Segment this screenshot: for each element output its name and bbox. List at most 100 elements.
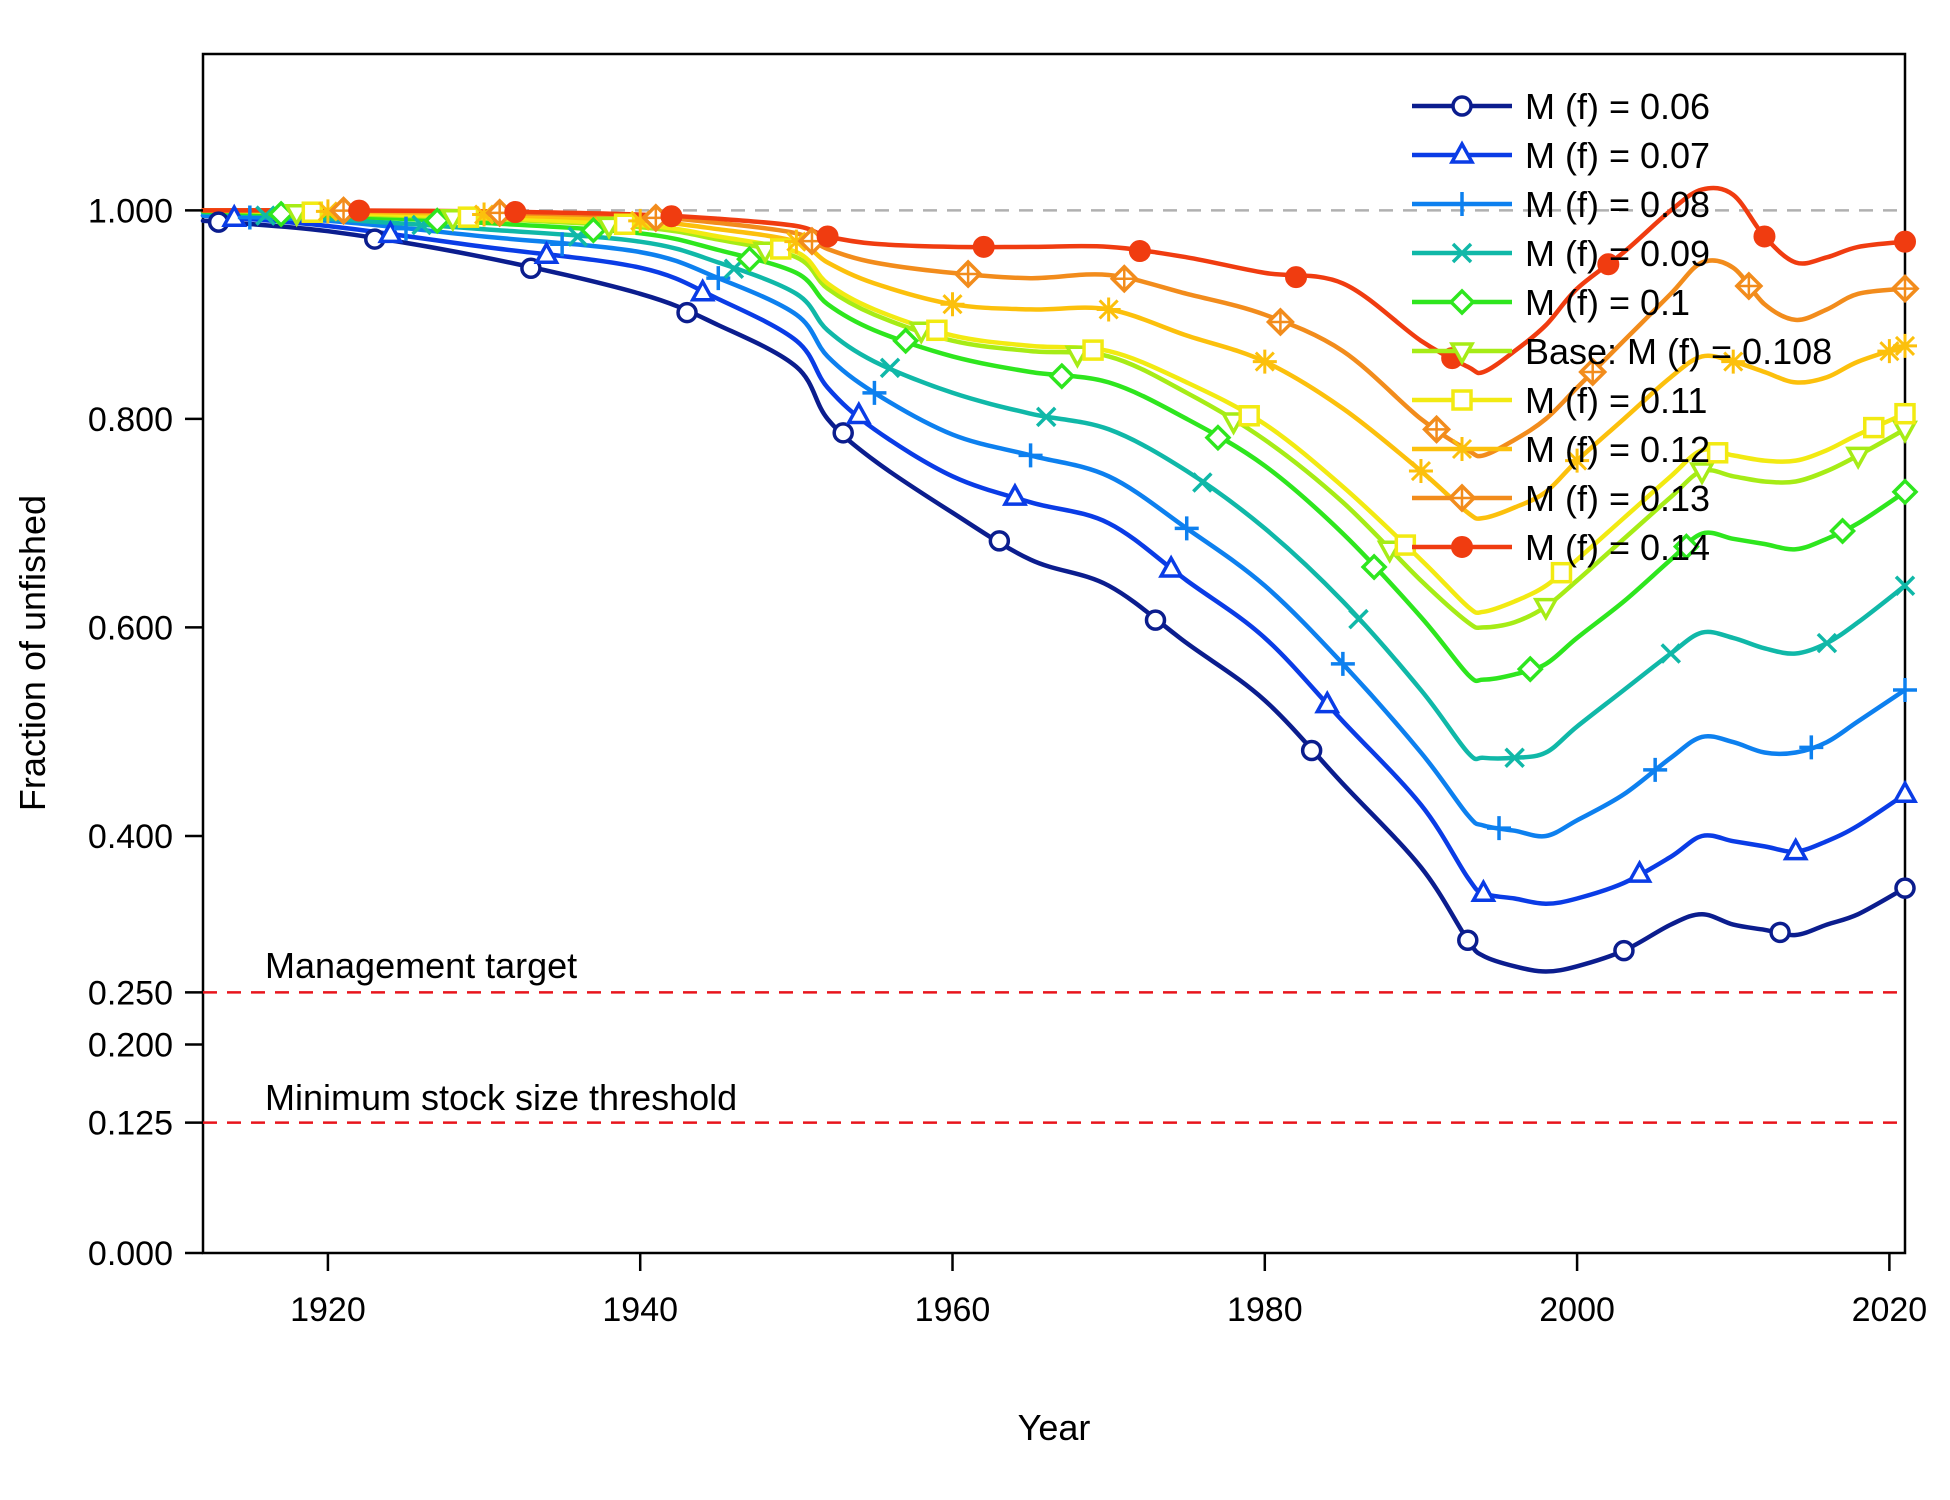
data-point-marker bbox=[1581, 360, 1604, 383]
x-tick-label: 1960 bbox=[915, 1291, 991, 1329]
data-point-marker bbox=[1300, 739, 1323, 762]
legend-marker bbox=[1448, 288, 1476, 316]
data-point-marker bbox=[1893, 677, 1917, 702]
legend-marker bbox=[1450, 192, 1474, 216]
data-point-marker bbox=[1894, 877, 1916, 899]
data-point-marker bbox=[613, 213, 636, 236]
data-point-marker bbox=[1018, 443, 1043, 468]
data-point-marker bbox=[1706, 442, 1729, 464]
legend-item-4: M (f) = 0.1 bbox=[1412, 282, 1690, 323]
y-axis-title: Fraction of unfished bbox=[12, 495, 53, 811]
legend: M (f) = 0.06 M (f) = 0.07 M (f) = 0.08 M (f… bbox=[1412, 86, 1832, 568]
series-markers-8 bbox=[329, 196, 1920, 444]
data-point-marker bbox=[237, 205, 262, 230]
data-point-marker bbox=[1893, 333, 1917, 358]
legend-item-0: M (f) = 0.06 bbox=[1412, 86, 1710, 127]
data-point-marker bbox=[533, 240, 560, 264]
data-point-marker bbox=[1082, 339, 1104, 361]
series-line-5 bbox=[200, 208, 1908, 631]
y-tick-label: 0.125 bbox=[88, 1105, 173, 1143]
data-point-marker bbox=[1660, 643, 1682, 664]
data-point-marker bbox=[1550, 561, 1573, 584]
data-point-marker bbox=[1894, 277, 1916, 300]
legend-item-3: M (f) = 0.09 bbox=[1412, 233, 1710, 274]
x-tick-label: 1920 bbox=[290, 1291, 366, 1329]
y-tick-label: 0.200 bbox=[88, 1026, 173, 1064]
x-tick-label: 2000 bbox=[1539, 1291, 1615, 1329]
data-point-marker bbox=[315, 199, 340, 224]
data-point-marker bbox=[628, 208, 653, 233]
data-point-marker bbox=[892, 327, 920, 355]
data-point-marker bbox=[1894, 402, 1916, 425]
data-point-marker bbox=[1672, 533, 1700, 561]
data-point-marker bbox=[676, 301, 698, 324]
data-point-marker bbox=[926, 319, 948, 342]
data-point-marker bbox=[348, 199, 371, 222]
data-point-marker bbox=[816, 225, 839, 248]
y-axis: 0.000 0.125 0.200 0.250 0.400 0.600 0.800 1.000 bbox=[88, 192, 203, 1273]
data-point-marker bbox=[1597, 253, 1620, 276]
legend-marker bbox=[1451, 389, 1473, 411]
data-point-marker bbox=[255, 205, 276, 226]
data-point-marker bbox=[1504, 747, 1525, 768]
data-point-marker bbox=[1626, 859, 1653, 883]
data-point-marker bbox=[862, 380, 887, 405]
data-point-marker bbox=[1769, 921, 1791, 944]
data-point-marker bbox=[1204, 424, 1232, 452]
y-tick-label: 0.600 bbox=[88, 609, 173, 647]
data-point-marker bbox=[1048, 362, 1076, 390]
legend-marker bbox=[1449, 342, 1475, 366]
data-point-marker bbox=[1894, 575, 1916, 596]
data-point-marker bbox=[1613, 939, 1635, 962]
series-line-6 bbox=[200, 208, 1908, 616]
series-markers bbox=[207, 196, 1920, 962]
data-point-marker bbox=[377, 219, 404, 244]
data-point-marker bbox=[1348, 608, 1369, 630]
x-axis-title: Year bbox=[1018, 1407, 1091, 1448]
plot-frame bbox=[201, 52, 1907, 1255]
legend-marker bbox=[1451, 536, 1473, 558]
y-tick-label: 0.800 bbox=[88, 401, 173, 439]
legend-item-5: Base: M (f) = 0.108 bbox=[1412, 331, 1832, 372]
series-line-4 bbox=[200, 209, 1908, 684]
data-point-marker bbox=[1753, 225, 1776, 248]
data-point-marker bbox=[1799, 735, 1824, 760]
series-line-9 bbox=[200, 185, 1908, 376]
series-markers-5 bbox=[283, 203, 1918, 622]
legend-label: M (f) = 0.08 bbox=[1525, 184, 1710, 225]
legend-label: M (f) = 0.07 bbox=[1525, 135, 1710, 176]
data-point-marker bbox=[1516, 655, 1544, 683]
x-tick-label: 1940 bbox=[602, 1291, 678, 1329]
data-point-marker bbox=[736, 245, 763, 273]
data-point-marker bbox=[1470, 878, 1497, 903]
legend-label: M (f) = 0.06 bbox=[1525, 86, 1710, 127]
legend-item-9: M (f) = 0.14 bbox=[1412, 527, 1710, 568]
data-point-marker bbox=[1128, 240, 1151, 263]
series-line-2 bbox=[200, 213, 1908, 839]
data-point-marker bbox=[957, 262, 980, 285]
series-markers-9 bbox=[348, 199, 1916, 370]
series-markers-7 bbox=[315, 199, 1917, 484]
data-point-marker bbox=[1360, 553, 1388, 581]
data-point-marker bbox=[845, 400, 872, 425]
legend-label: Base: M (f) = 0.108 bbox=[1525, 331, 1832, 372]
data-point-marker bbox=[1892, 779, 1918, 804]
data-point-marker bbox=[1394, 534, 1417, 556]
y-tick-label: 0.400 bbox=[88, 818, 173, 856]
data-point-marker bbox=[1829, 517, 1857, 545]
legend-marker bbox=[1451, 95, 1473, 117]
data-point-marker bbox=[1845, 446, 1872, 471]
data-point-marker bbox=[1144, 609, 1167, 631]
annotation-minimum-stock-threshold: Minimum stock size threshold bbox=[265, 1077, 737, 1118]
data-point-marker bbox=[1001, 482, 1028, 506]
data-point-marker bbox=[1035, 406, 1057, 428]
data-point-marker bbox=[1737, 274, 1760, 297]
legend-item-6: M (f) = 0.11 bbox=[1412, 380, 1707, 421]
data-point-marker bbox=[988, 530, 1011, 552]
data-point-marker bbox=[1892, 420, 1918, 444]
data-point-marker bbox=[940, 292, 965, 317]
annotation-management-target: Management target bbox=[265, 945, 577, 986]
data-point-marker bbox=[689, 278, 716, 302]
legend-marker bbox=[1451, 242, 1473, 264]
reference-lines bbox=[203, 209, 1905, 1124]
